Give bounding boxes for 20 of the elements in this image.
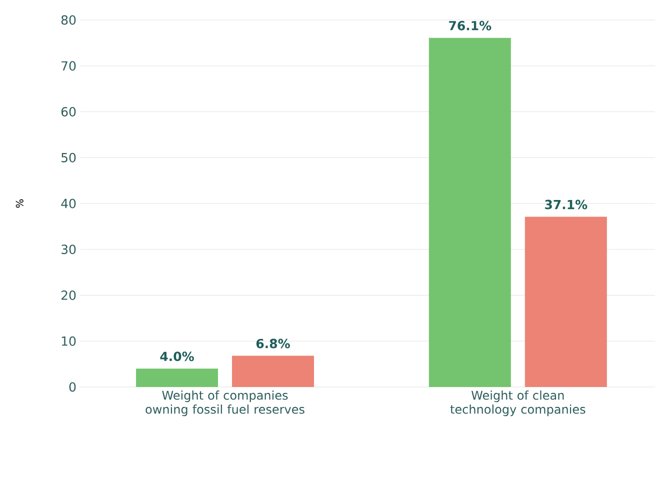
y-tick-label: 80 [61,15,76,25]
data-label: 6.8% [256,338,290,348]
y-tick-label: 20 [61,290,76,300]
y-tick-label: 60 [61,107,76,116]
y-tick-label: 10 [62,336,76,346]
y-axis-title: % [16,199,24,208]
y-tick-label: 40 [61,198,76,208]
data-label: 4.0% [160,352,194,362]
bar [524,216,607,387]
bar [232,356,314,387]
bar [136,368,218,387]
data-label: 37.1% [545,200,588,210]
y-tick-label: 0 [69,382,76,392]
y-tick-label: 50 [62,152,76,162]
data-label: 76.1% [449,20,492,30]
bar [428,38,511,387]
y-tick-label: 30 [62,244,76,254]
x-tick-label: Weight of companies owning fossil fuel reserves [146,390,304,416]
y-tick-label: 70 [62,61,76,71]
x-tick-label: Weight of clean technology companies [450,390,586,416]
